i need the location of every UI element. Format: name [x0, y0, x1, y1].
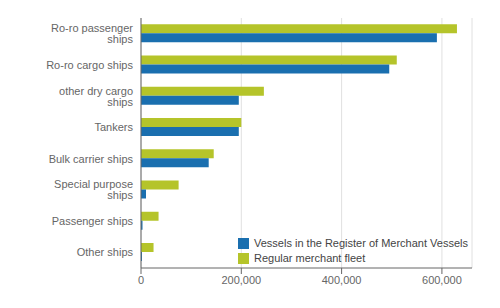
svg-text:600,000: 600,000: [422, 274, 462, 286]
svg-text:other dry cargoships: other dry cargoships: [59, 85, 133, 108]
svg-text:Tankers: Tankers: [94, 121, 133, 133]
svg-text:Ro-ro cargo ships: Ro-ro cargo ships: [46, 59, 133, 71]
svg-text:Ro-ro passengerships: Ro-ro passengerships: [51, 22, 133, 45]
svg-text:Bulk carrier ships: Bulk carrier ships: [49, 153, 134, 165]
svg-text:200,000: 200,000: [221, 274, 261, 286]
svg-text:Special purposeships: Special purposeships: [54, 178, 133, 201]
html-text:Vessels in the Register of Mer: Vessels in the Register of Merchant Vess…: [254, 237, 468, 249]
svg-text:Passenger ships: Passenger ships: [52, 215, 134, 227]
html-text:Regular merchant fleet: Regular merchant fleet: [254, 252, 366, 264]
svg-text:Other ships: Other ships: [77, 246, 134, 258]
svg-text:400,000: 400,000: [322, 274, 362, 286]
svg-text:0: 0: [138, 274, 144, 286]
